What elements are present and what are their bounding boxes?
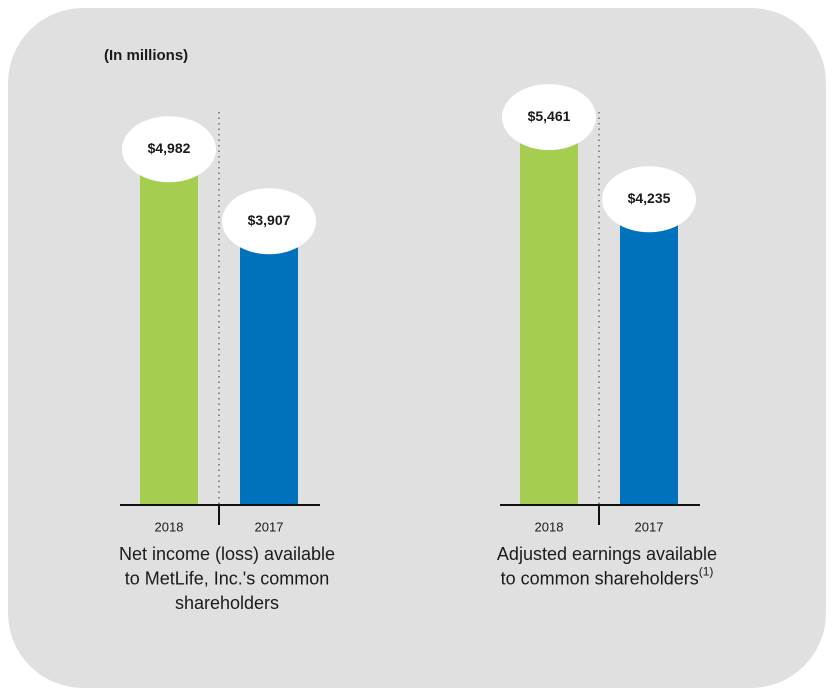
x-tick-label: 2017: [635, 519, 664, 534]
panel-title: Net income (loss) available: [119, 544, 335, 564]
x-tick-label: 2018: [535, 519, 564, 534]
value-label: $4,982: [148, 140, 191, 156]
value-label: $5,461: [528, 108, 571, 124]
panel-title-line: Adjusted earnings available: [497, 544, 717, 564]
panel-title-line: to common shareholders: [501, 568, 699, 588]
bar: [140, 171, 198, 505]
bar: [520, 139, 578, 505]
value-bubble: [222, 188, 316, 255]
bar: [620, 221, 678, 505]
panel-title-line: shareholders: [175, 593, 279, 613]
value-bubble: [502, 84, 596, 151]
panel-title: Adjusted earnings available: [497, 544, 717, 564]
x-tick-label: 2017: [255, 519, 284, 534]
panel-title: to common shareholders(1): [501, 565, 714, 589]
unit-note: (In millions): [104, 47, 188, 64]
x-tick-label: 2018: [155, 519, 184, 534]
value-bubble: [602, 166, 696, 233]
panel-title-line: to MetLife, Inc.'s common: [125, 568, 330, 588]
footnote-marker: (1): [699, 565, 714, 579]
panel-title: to MetLife, Inc.'s common: [125, 568, 330, 588]
value-bubble: [122, 116, 216, 183]
panel-title-line: Net income (loss) available: [119, 544, 335, 564]
value-label: $4,235: [628, 190, 671, 206]
panel-title: shareholders: [175, 593, 279, 613]
bar: [240, 243, 298, 505]
value-label: $3,907: [248, 212, 291, 228]
